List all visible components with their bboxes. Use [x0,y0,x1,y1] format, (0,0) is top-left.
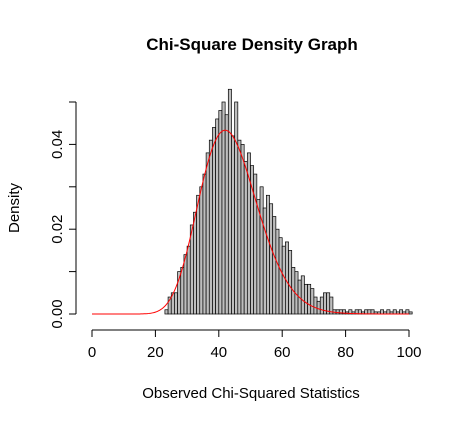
x-tick-label: 0 [88,344,96,361]
histogram-bar [259,186,264,315]
histogram-bar [240,144,245,315]
histogram-bar [392,309,397,315]
y-tick-label: 0.00 [49,299,66,328]
histogram-bar [164,309,169,315]
x-axis-label: Observed Chi-Squared Statistics [142,385,360,402]
histogram-bar [237,139,242,315]
x-tick-label: 60 [274,344,291,361]
histogram-bar [408,311,413,315]
histogram-bar [285,241,289,315]
histogram-bar [196,194,201,315]
histogram-bar [218,110,223,315]
histogram-bar [300,275,305,315]
y-tick-label: 0.04 [49,130,66,159]
histogram-bar [189,224,194,315]
histogram-bar [316,300,321,315]
histogram-bar [329,296,334,315]
histogram-bar [272,216,277,315]
histogram-bar [313,296,318,315]
histogram-bar [227,88,232,315]
histogram-bar [243,161,248,315]
histogram-bar [208,139,213,315]
histogram-bar [288,250,293,315]
histogram-bar [180,267,185,315]
histogram-bar [304,283,308,315]
histogram-bar [335,309,340,315]
y-axis: 0.00 0.02 0.04 [49,101,77,329]
histogram-bar [278,237,283,315]
histogram-bar [183,254,188,315]
histogram-bar [262,207,267,315]
density-curve-line [92,129,409,315]
histogram-bar [367,309,372,315]
histogram-bar [231,135,235,315]
histogram-bar [193,211,197,315]
histogram-bar [256,199,261,315]
histogram-bar [212,127,216,315]
histogram-bar [269,203,274,315]
histogram-bar [399,309,404,315]
x-axis: 0 20 40 60 80 100 [88,329,422,361]
histogram-bar [202,173,207,315]
histogram-bar [186,245,191,315]
histogram-bar [221,101,226,315]
histogram-bar [307,283,312,315]
histogram-bar [405,309,410,315]
x-tick-label: 20 [147,344,164,361]
histogram-bar [380,309,384,315]
histogram-bar [234,101,239,315]
histogram-bar [275,228,280,315]
histogram-bar [386,309,391,315]
histogram-bar [281,245,286,315]
x-tick-label: 100 [396,344,421,361]
histogram-bar [205,152,210,315]
x-tick-label: 80 [337,344,354,361]
histogram-bar [319,296,324,315]
histogram-bars [164,88,413,315]
histogram-bar [266,194,270,315]
histogram-bar [199,186,204,315]
histogram-bar [174,292,178,315]
histogram-bar [224,114,229,315]
histogram-bar [310,288,315,315]
y-tick-label: 0.02 [49,215,66,244]
chart-title: Chi-Square Density Graph [146,35,358,54]
y-axis-label: Density [6,182,23,233]
histogram-bar [370,309,375,315]
histogram-bar [215,118,220,315]
x-tick-label: 40 [210,344,227,361]
